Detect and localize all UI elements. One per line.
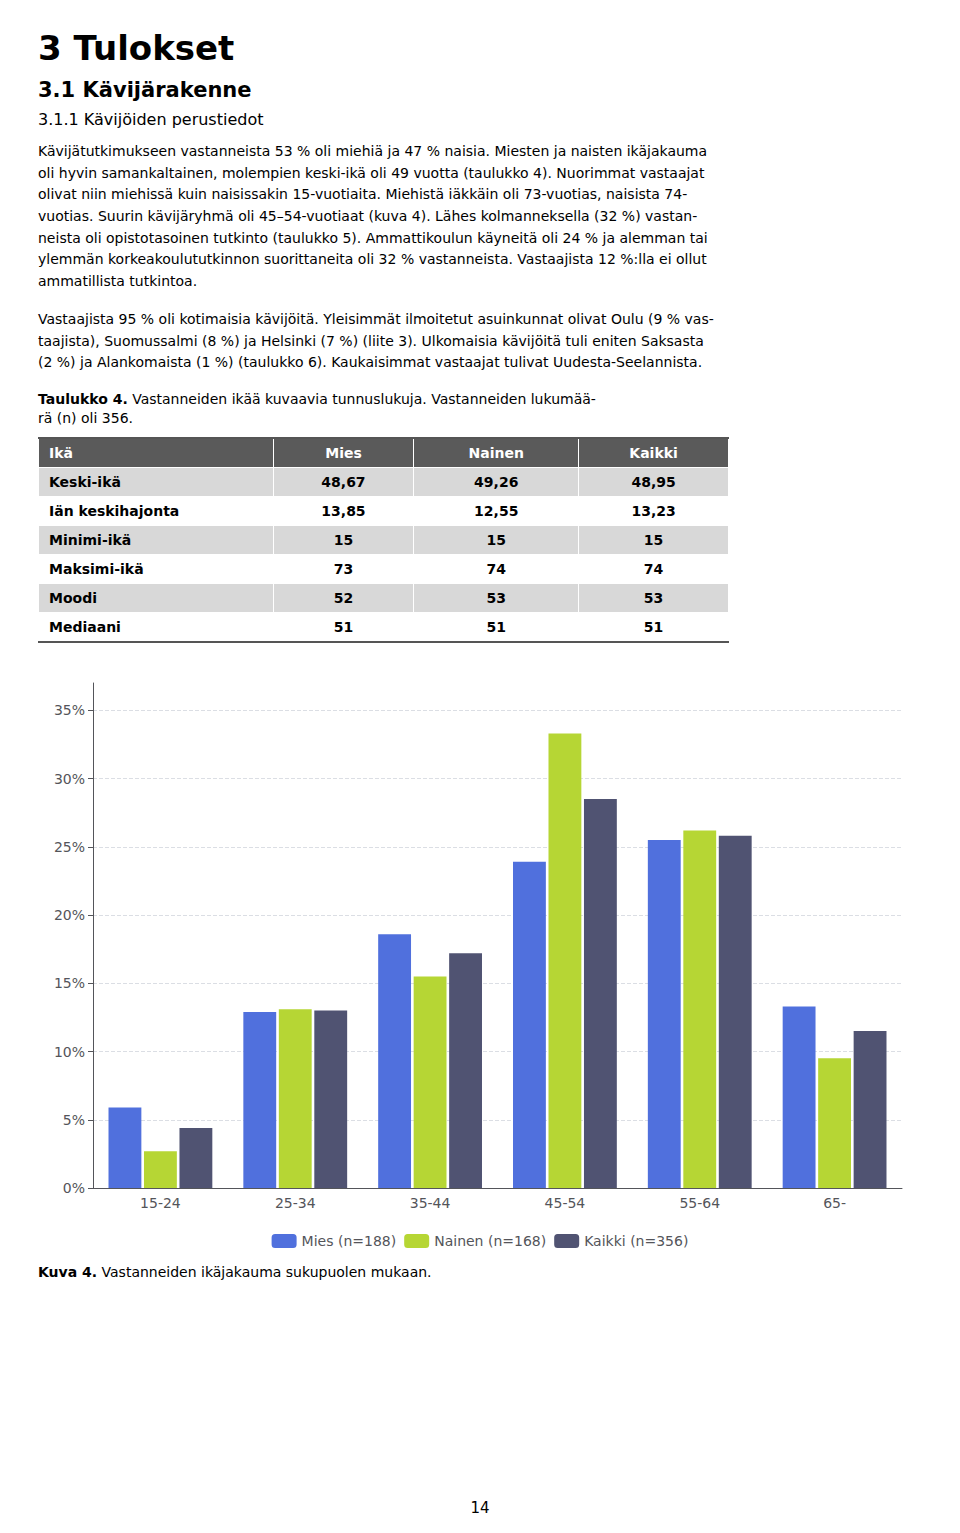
html-text:Kävijätutkimukseen vastanneist: Kävijätutkimukseen vastanneista 53 % oli… [38,143,708,290]
html-text:Kuva 4. Vastanneiden ikäjakaum: Kuva 4. Vastanneiden ikäjakauma sukupuol… [38,1264,432,1281]
html-text:Minimi-ikä: Minimi-ikä [49,532,132,549]
svg-text:Kaikki (n=356): Kaikki (n=356) [584,1233,688,1249]
svg-text:Nainen (n=168): Nainen (n=168) [434,1233,546,1249]
html-text:13,23: 13,23 [631,503,676,520]
svg-text:25%: 25% [54,839,85,855]
svg-text:Mies (n=188): Mies (n=188) [302,1233,397,1249]
html-text:Maksimi-ikä: Maksimi-ikä [49,561,144,578]
html-text:74: 74 [643,561,664,578]
html-text:Kaikki: Kaikki [629,445,678,462]
html-text:Nainen: Nainen [468,445,524,462]
html-text:15: 15 [333,532,354,549]
svg-text:35-44: 35-44 [410,1195,451,1211]
svg-text:30%: 30% [54,771,85,787]
svg-text:0%: 0% [63,1180,85,1196]
html-text:73: 73 [333,561,354,578]
svg-text:65-: 65- [823,1195,846,1211]
html-text:48,95: 48,95 [631,474,676,491]
html-text:51: 51 [643,619,664,636]
svg-text:5%: 5% [63,1112,85,1128]
svg-text:25-34: 25-34 [275,1195,316,1211]
html-text:15: 15 [643,532,664,549]
svg-text:10%: 10% [54,1044,85,1060]
html-text:13,85: 13,85 [321,503,366,520]
html-text:Taulukko 4. Vastanneiden ikää: Taulukko 4. Vastanneiden ikää kuvaavia t… [38,390,596,427]
svg-text:15-24: 15-24 [140,1195,181,1211]
html-text:Moodi: Moodi [49,590,97,607]
html-text:Mediaani: Mediaani [49,619,121,636]
html-text:51: 51 [486,619,506,636]
html-text:Mies: Mies [325,445,362,462]
html-text:51: 51 [333,619,354,636]
svg-text:20%: 20% [54,907,85,923]
html-text:3 Tulokset: 3 Tulokset [38,28,235,68]
html-text:49,26: 49,26 [474,474,519,491]
svg-text:15%: 15% [54,975,85,991]
svg-text:55-64: 55-64 [679,1195,720,1211]
html-text:Vastaajista 95 % oli kotimaisi: Vastaajista 95 % oli kotimaisia kävijöit… [38,310,714,371]
html-text:53: 53 [486,590,506,607]
html-text:Keski-ikä: Keski-ikä [49,474,121,491]
html-text:52: 52 [333,590,354,607]
html-text:48,67: 48,67 [321,474,366,491]
html-text:15: 15 [486,532,506,549]
html-text:Iän keskihajonta: Iän keskihajonta [49,503,180,520]
html-text:3.1 Kävijärakenne: 3.1 Kävijärakenne [38,78,252,102]
svg-text:35%: 35% [54,702,85,718]
svg-text:45-54: 45-54 [545,1195,586,1211]
html-text:74: 74 [486,561,506,578]
html-text:3.1.1 Kävijöiden perustiedot: 3.1.1 Kävijöiden perustiedot [38,110,264,129]
html-text:12,55: 12,55 [474,503,519,520]
html-text:14: 14 [470,1499,490,1517]
html-text:53: 53 [643,590,664,607]
html-text:Ikä: Ikä [49,445,73,462]
